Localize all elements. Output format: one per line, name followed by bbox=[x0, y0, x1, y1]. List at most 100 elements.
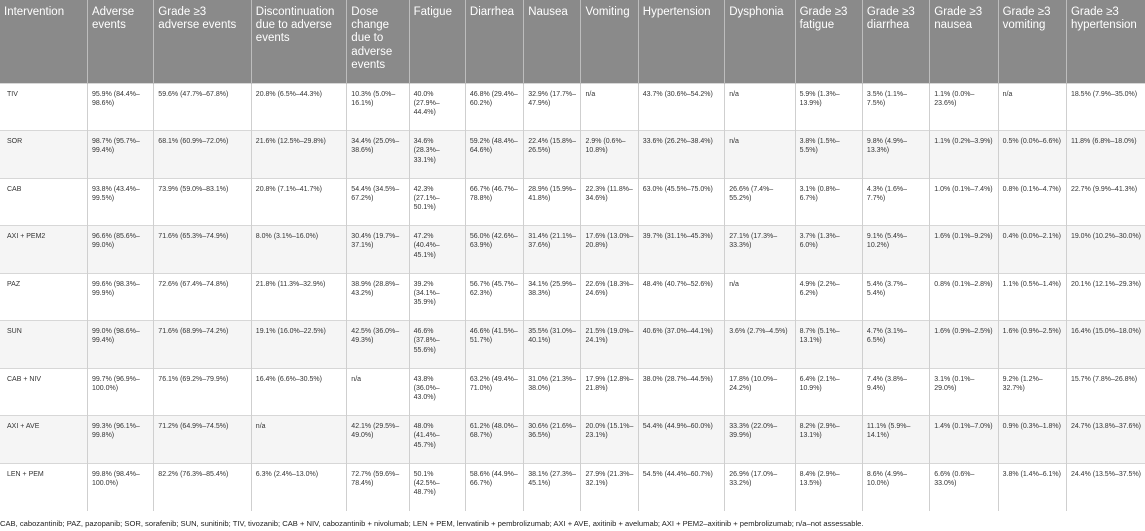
table-cell: 3.6% (2.7%–4.5%) bbox=[724, 320, 796, 368]
table-cell: 9.2% (1.2%–32.7%) bbox=[997, 368, 1067, 416]
table-cell: 38.9% (28.8%–43.2%) bbox=[346, 273, 410, 321]
table-cell: 30.6% (21.6%–36.5%) bbox=[523, 415, 582, 463]
table-cell: 17.8% (10.0%–24.2%) bbox=[724, 368, 796, 416]
table-cell: 66.7% (46.7%–78.8%) bbox=[464, 178, 525, 226]
table-row: SUN 99.0% (98.6%–99.4%) 71.6% (68.9%–74.2%… bbox=[0, 320, 1145, 368]
column-header: Dose change due to adverse events bbox=[346, 0, 410, 83]
table-cell: 16.4% (6.6%–30.5%) bbox=[250, 368, 348, 416]
table-cell: 1.4% (0.1%–7.0%) bbox=[929, 415, 999, 463]
table-cell: 47.2% (40.4%–45.1%) bbox=[408, 225, 466, 273]
table-cell: 31.4% (21.1%–37.6%) bbox=[523, 225, 582, 273]
table-row: CAB + NIV 99.7% (96.9%–100.0%) 76.1% (69.2… bbox=[0, 368, 1145, 416]
table-cell: 1.6% (0.9%–2.5%) bbox=[997, 320, 1067, 368]
table-cell: 34.4% (25.0%–38.6%) bbox=[346, 130, 410, 178]
table-cell: 42.3% (27.1%–50.1%) bbox=[408, 178, 466, 226]
column-header: Vomiting bbox=[580, 0, 639, 83]
column-header: Grade ≥3 nausea bbox=[929, 0, 999, 83]
table-cell: 4.9% (2.2%–6.2%) bbox=[794, 273, 863, 321]
table-row: AXI + AVE 99.3% (96.1%–99.8%) 71.2% (64.9%… bbox=[0, 415, 1145, 463]
table-cell: 38.1% (27.3%–45.1%) bbox=[523, 463, 582, 511]
column-header: Diarrhea bbox=[464, 0, 525, 83]
table-cell: 17.9% (12.8%–21.8%) bbox=[580, 368, 639, 416]
table-cell: 18.5% (7.9%–35.0%) bbox=[1065, 83, 1145, 131]
table-cell: 11.8% (6.8%–18.0%) bbox=[1065, 130, 1145, 178]
table-cell: n/a bbox=[250, 415, 348, 463]
table-cell: 3.7% (1.3%–6.0%) bbox=[794, 225, 863, 273]
table-cell: 63.2% (49.4%–71.0%) bbox=[464, 368, 525, 416]
table-cell: 24.7% (13.8%–37.6%) bbox=[1065, 415, 1145, 463]
table-cell: 99.8% (98.4%–100.0%) bbox=[86, 463, 155, 511]
table-cell: 72.6% (67.4%–74.8%) bbox=[153, 273, 252, 321]
table-cell: 3.8% (1.4%–6.1%) bbox=[997, 463, 1067, 511]
table-cell: 35.5% (31.0%–40.1%) bbox=[523, 320, 582, 368]
table-cell: 56.0% (42.6%–63.9%) bbox=[464, 225, 525, 273]
table-cell: 1.6% (0.9%–2.5%) bbox=[929, 320, 999, 368]
table-cell: 16.4% (15.0%–18.0%) bbox=[1065, 320, 1145, 368]
table-cell: 43.8% (36.0%–43.0%) bbox=[408, 368, 466, 416]
table-cell: 22.3% (11.8%–34.6%) bbox=[580, 178, 639, 226]
table-cell: 42.1% (29.5%–49.0%) bbox=[346, 415, 410, 463]
table-cell: 22.6% (18.3%–24.6%) bbox=[580, 273, 639, 321]
table-cell: 71.6% (65.3%–74.9%) bbox=[153, 225, 252, 273]
table-cell: 21.5% (19.0%–24.1%) bbox=[580, 320, 639, 368]
table-cell: 99.7% (96.9%–100.0%) bbox=[86, 368, 155, 416]
intervention-cell: SOR bbox=[0, 130, 88, 178]
table-cell: 72.7% (59.6%–78.4%) bbox=[346, 463, 410, 511]
table-cell: 11.1% (5.9%–14.1%) bbox=[861, 415, 931, 463]
table-cell: 1.0% (0.1%–7.4%) bbox=[929, 178, 999, 226]
table-cell: 8.0% (3.1%–16.0%) bbox=[250, 225, 348, 273]
intervention-cell: SUN bbox=[0, 320, 88, 368]
table-cell: n/a bbox=[580, 83, 639, 131]
table-row: AXI + PEM2 96.6% (85.6%–99.0%) 71.6% (65.3… bbox=[0, 225, 1145, 273]
table-row: SOR 98.7% (95.7%–99.4%) 68.1% (60.9%–72.0%… bbox=[0, 130, 1145, 178]
table-cell: 82.2% (76.3%–85.4%) bbox=[153, 463, 252, 511]
table-row: LEN + PEM 99.8% (98.4%–100.0%) 82.2% (76.3… bbox=[0, 463, 1145, 511]
table-cell: 10.3% (5.0%–16.1%) bbox=[346, 83, 410, 131]
table-header: Intervention Adverse events Grade ≥3 adver… bbox=[0, 0, 1145, 83]
table-cell: 3.8% (1.5%–5.5%) bbox=[794, 130, 863, 178]
table-cell: 61.2% (48.0%–68.7%) bbox=[464, 415, 525, 463]
table-cell: 5.9% (1.3%–13.9%) bbox=[794, 83, 863, 131]
table-cell: 20.1% (12.1%–29.3%) bbox=[1065, 273, 1145, 321]
table-cell: 46.6% (37.8%–55.6%) bbox=[408, 320, 466, 368]
table-cell: 20.0% (15.1%–23.1%) bbox=[580, 415, 639, 463]
table-cell: 8.6% (4.9%–10.0%) bbox=[861, 463, 931, 511]
column-header: Fatigue bbox=[408, 0, 466, 83]
table-cell: n/a bbox=[724, 83, 796, 131]
table-cell: 95.9% (84.4%–98.6%) bbox=[86, 83, 155, 131]
table-cell: 31.0% (21.3%–38.0%) bbox=[523, 368, 582, 416]
table-cell: 46.8% (29.4%–60.2%) bbox=[464, 83, 525, 131]
table-cell: 71.2% (64.9%–74.5%) bbox=[153, 415, 252, 463]
table-cell: 27.9% (21.3%–32.1%) bbox=[580, 463, 639, 511]
intervention-cell: LEN + PEM bbox=[0, 463, 88, 511]
column-header: Hypertension bbox=[637, 0, 726, 83]
table-cell: 3.1% (0.8%–6.7%) bbox=[794, 178, 863, 226]
intervention-cell: CAB bbox=[0, 178, 88, 226]
table-cell: 9.8% (4.9%–13.3%) bbox=[861, 130, 931, 178]
table-cell: 21.8% (11.3%–32.9%) bbox=[250, 273, 348, 321]
table-cell: 8.2% (2.9%–13.1%) bbox=[794, 415, 863, 463]
table-cell: 3.5% (1.1%–7.5%) bbox=[861, 83, 931, 131]
table-cell: 8.4% (2.9%–13.5%) bbox=[794, 463, 863, 511]
table-cell: 43.7% (30.6%–54.2%) bbox=[637, 83, 726, 131]
table-cell: 98.7% (95.7%–99.4%) bbox=[86, 130, 155, 178]
table-cell: 99.6% (98.3%–99.9%) bbox=[86, 273, 155, 321]
table-cell: 93.8% (43.4%–99.5%) bbox=[86, 178, 155, 226]
table-cell: 58.6% (44.9%–66.7%) bbox=[464, 463, 525, 511]
table-cell: 76.1% (69.2%–79.9%) bbox=[153, 368, 252, 416]
column-header: Discontinuation due to adverse events bbox=[250, 0, 348, 83]
table-cell: 17.6% (13.0%–20.8%) bbox=[580, 225, 639, 273]
table-cell: 42.5% (36.0%–49.3%) bbox=[346, 320, 410, 368]
intervention-cell: PAZ bbox=[0, 273, 88, 321]
table-row: PAZ 99.6% (98.3%–99.9%) 72.6% (67.4%–74.8%… bbox=[0, 273, 1145, 321]
table-cell: 26.9% (17.0%–33.2%) bbox=[724, 463, 796, 511]
intervention-cell: TIV bbox=[0, 83, 88, 131]
table-cell: 15.7% (7.8%–26.8%) bbox=[1065, 368, 1145, 416]
table-cell: 40.0% (27.9%–44.4%) bbox=[408, 83, 466, 131]
table-cell: 6.6% (0.6%–33.0%) bbox=[929, 463, 999, 511]
table-cell: 8.7% (5.1%–13.1%) bbox=[794, 320, 863, 368]
table-cell: 30.4% (19.7%–37.1%) bbox=[346, 225, 410, 273]
table-cell: 32.9% (17.7%–47.9%) bbox=[523, 83, 582, 131]
table-cell: 1.1% (0.2%–3.9%) bbox=[929, 130, 999, 178]
table-cell: 59.2% (48.4%–64.6%) bbox=[464, 130, 525, 178]
